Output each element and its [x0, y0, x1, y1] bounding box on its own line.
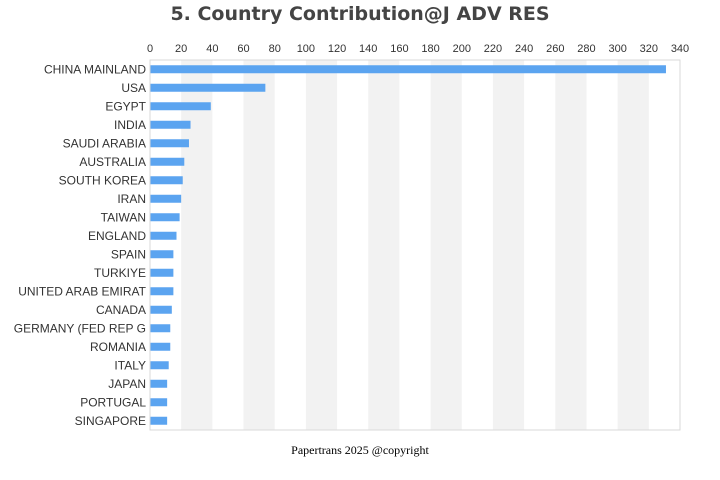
x-tick-label: 300 [608, 43, 626, 55]
category-label: UNITED ARAB EMIRAT [18, 284, 146, 298]
x-tick-label: 260 [546, 43, 564, 55]
category-label: GERMANY (FED REP G [14, 321, 146, 335]
bar [150, 416, 168, 425]
bar [150, 176, 183, 185]
bar [150, 324, 171, 333]
x-tick-label: 240 [515, 43, 533, 55]
grid-band [368, 60, 400, 430]
x-tick-label: 140 [359, 43, 377, 55]
x-tick-label: 60 [237, 43, 249, 55]
grid-bands [181, 60, 649, 430]
plot-border [149, 59, 681, 431]
bar [150, 268, 174, 277]
grid-band [181, 60, 213, 430]
category-label: TAIWAN [101, 210, 146, 224]
category-label: EGYPT [105, 99, 146, 113]
x-tick-label: 40 [206, 43, 218, 55]
bar [150, 83, 266, 92]
x-tick-label: 20 [175, 43, 187, 55]
category-label: SOUTH KOREA [59, 173, 146, 187]
category-label: SINGAPORE [75, 414, 146, 428]
bar [150, 102, 211, 111]
bars [150, 65, 666, 425]
category-label: CANADA [96, 303, 146, 317]
bar [150, 120, 191, 129]
grid-band [430, 60, 462, 430]
category-label: AUSTRALIA [79, 155, 146, 169]
bar [150, 398, 168, 407]
category-label: SAUDI ARABIA [63, 136, 146, 150]
category-label: INDIA [114, 118, 146, 132]
bar [150, 139, 189, 148]
category-label: ENGLAND [88, 229, 146, 243]
x-tick-label: 100 [297, 43, 315, 55]
grid-band [305, 60, 338, 430]
x-tick-label: 120 [328, 43, 346, 55]
category-label: SPAIN [111, 247, 146, 261]
x-tick-label: 0 [147, 43, 153, 55]
bar [150, 250, 174, 259]
category-label: JAPAN [108, 377, 146, 391]
category-label: USA [121, 81, 146, 95]
category-label: ITALY [114, 358, 146, 372]
bar [150, 379, 168, 388]
bar [150, 213, 180, 222]
x-tick-label: 80 [269, 43, 281, 55]
bar [150, 361, 169, 370]
category-label: CHINA MAINLAND [44, 62, 146, 76]
category-labels: CHINA MAINLAND USA EGYPT INDIA SAUDI ARABIA A… [14, 62, 147, 428]
copyright-footer: Papertrans 2025 @copyright [291, 443, 429, 457]
x-tick-label: 160 [390, 43, 408, 55]
bar [150, 231, 177, 240]
bar [150, 305, 172, 314]
x-tick-label: 200 [453, 43, 471, 55]
x-axis-ticks: 0 20 40 60 80 100 120 140 160 180 200 220 240 260 280 3… [147, 43, 689, 55]
x-tick-label: 280 [577, 43, 595, 55]
x-tick-label: 180 [421, 43, 439, 55]
category-label: TURKIYE [94, 266, 146, 280]
bar [150, 157, 185, 166]
grid-band [492, 60, 525, 430]
grid-band [617, 60, 649, 430]
grid-band [555, 60, 587, 430]
bar [150, 65, 666, 74]
bar [150, 194, 182, 203]
x-tick-label: 320 [640, 43, 658, 55]
category-label: ROMANIA [90, 340, 146, 354]
bar [150, 342, 171, 351]
bar [150, 287, 174, 296]
x-tick-label: 340 [671, 43, 689, 55]
grid-band [243, 60, 275, 430]
category-label: PORTUGAL [80, 395, 146, 409]
chart-title: 5. Country Contribution@J ADV RES [170, 3, 550, 25]
category-label: IRAN [117, 192, 146, 206]
x-tick-label: 220 [484, 43, 502, 55]
